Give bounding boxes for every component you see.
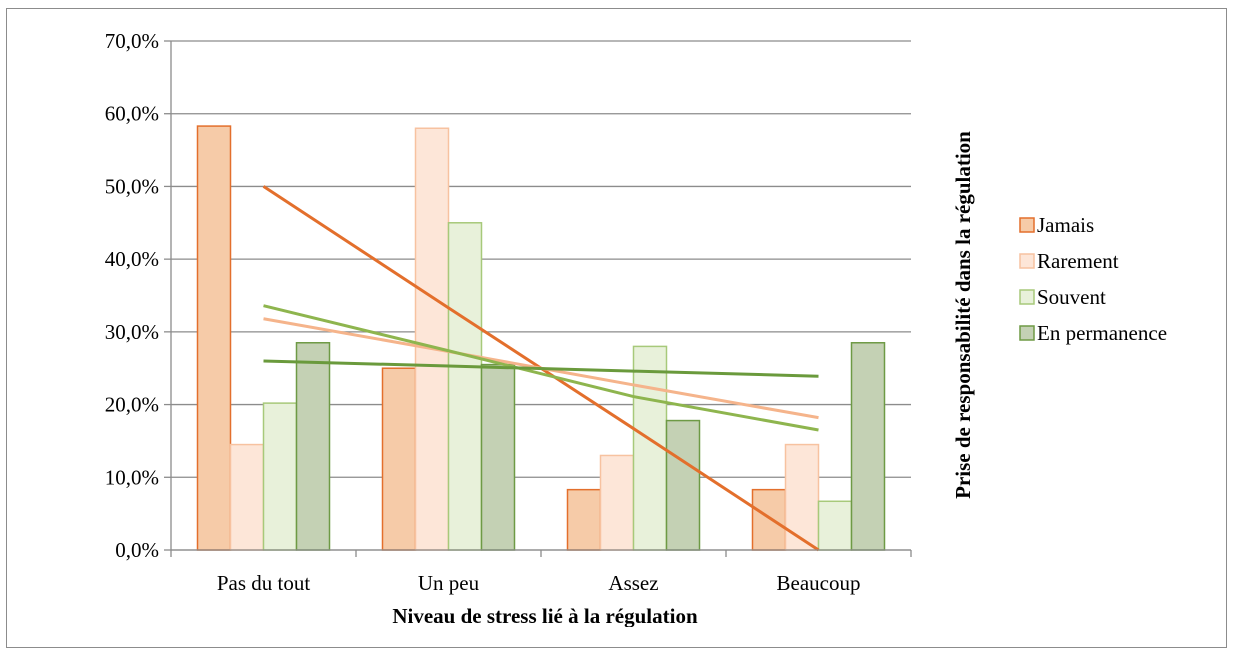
trendline-souvent [263, 304, 819, 432]
bar-en-permanence [850, 342, 886, 551]
x-axis-title: Niveau de stress lié à la régulation [392, 604, 698, 627]
legend: Jamais Rarement Souvent En permanence [1019, 213, 1167, 345]
y-axis-title: Prise de responsabilité dans la régulati… [951, 131, 975, 499]
x-tick-label: Un peu [418, 571, 480, 595]
bar-en-permanence [665, 419, 701, 551]
legend-label: En permanence [1037, 321, 1167, 345]
bar-souvent [262, 402, 298, 551]
bar-rarement [784, 443, 820, 551]
x-tick-label: Pas du tout [217, 571, 311, 595]
bar-souvent [817, 500, 853, 551]
trendline-en-permanence [263, 359, 819, 378]
y-tick-label: 10,0% [105, 465, 159, 489]
axes [164, 40, 912, 557]
x-tick-labels: Pas du tout Un peu Assez Beaucoup [217, 571, 861, 595]
chart: 0,0%10,0%20,0%30,0%40,0%50,0%60,0%70,0% … [105, 29, 1167, 627]
x-tick-label: Assez [608, 571, 658, 595]
trendlines [262, 185, 820, 552]
legend-swatch [1019, 325, 1035, 341]
y-tick-labels: 0,0% 10,0% 20,0% 30,0% 40,0% 50,0% 60,0% 70,0% [105, 29, 159, 562]
legend-label: Souvent [1037, 285, 1106, 309]
legend-swatch [1019, 217, 1035, 233]
bar-en-permanence [295, 342, 331, 551]
bar-rarement [414, 127, 450, 551]
bar-en-permanence [480, 363, 516, 551]
bar-rarement [229, 443, 265, 551]
y-tick-label: 30,0% [105, 320, 159, 344]
bar-rarement [599, 454, 635, 551]
legend-swatch [1019, 253, 1035, 269]
bar-souvent [447, 222, 483, 551]
bar-jamais [381, 367, 417, 551]
y-tick-label: 0,0% [115, 538, 159, 562]
bar-jamais [196, 125, 232, 551]
y-tick-label: 50,0% [105, 174, 159, 198]
legend-label: Rarement [1037, 249, 1119, 273]
bars [196, 125, 886, 551]
y-tick-label: 40,0% [105, 247, 159, 271]
legend-swatch [1019, 289, 1035, 305]
bar-jamais [566, 488, 602, 551]
legend-label: Jamais [1037, 213, 1094, 237]
y-tick-label: 20,0% [105, 393, 159, 417]
bar-jamais [751, 488, 787, 551]
y-tick-label: 60,0% [105, 102, 159, 126]
x-tick-label: Beaucoup [777, 571, 861, 595]
y-tick-label: 70,0% [105, 29, 159, 53]
